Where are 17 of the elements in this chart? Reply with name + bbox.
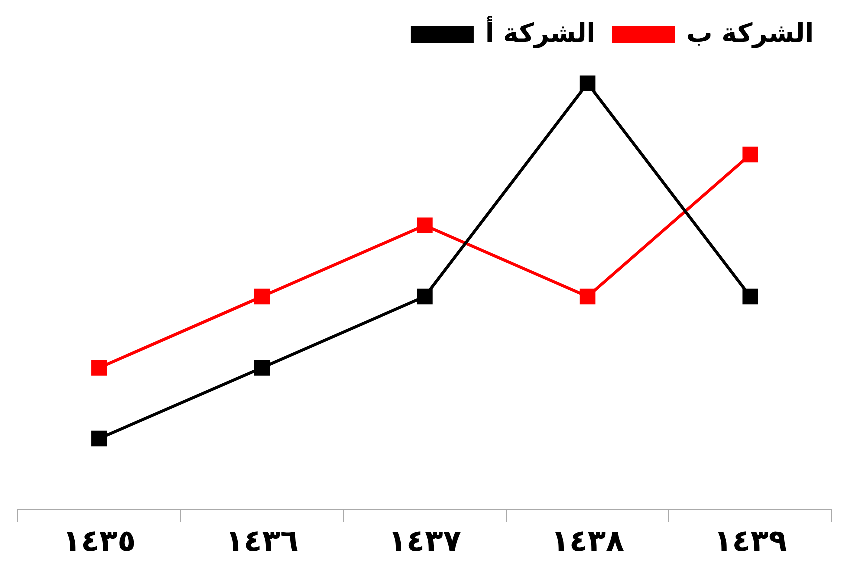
x-tick-label: ١٤٣٧ [388, 524, 462, 559]
x-tick-label: ١٤٣٨ [551, 524, 624, 559]
legend-label: الشركة ب [686, 18, 814, 49]
x-tick-label: ١٤٣٥ [62, 524, 136, 559]
point [254, 288, 270, 305]
x-tick-label: ١٤٣٦ [226, 524, 299, 559]
x-tick-label: ١٤٣٩ [714, 524, 788, 559]
point [580, 288, 596, 305]
point [417, 288, 433, 305]
point [254, 360, 270, 376]
legend-label: الشركة أ [485, 16, 596, 49]
point [417, 218, 433, 234]
point [580, 76, 596, 92]
point [742, 146, 758, 163]
point [92, 430, 108, 447]
point [742, 288, 758, 305]
point [92, 360, 108, 376]
